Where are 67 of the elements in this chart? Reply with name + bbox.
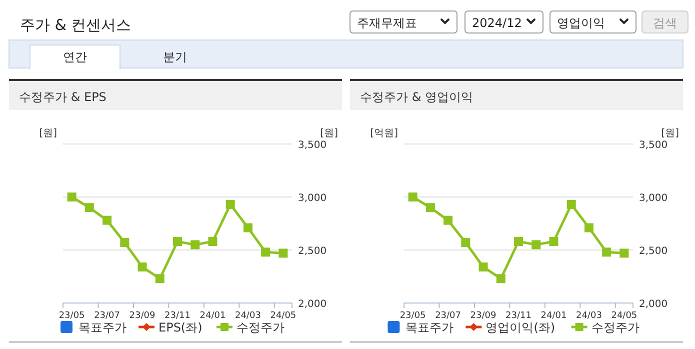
x-tick-label: 23/07 — [94, 311, 120, 321]
point — [173, 237, 182, 246]
x-tick-label: 23/09 — [129, 311, 156, 321]
legend-label: 목표주가 — [78, 320, 126, 334]
text: 주가 & 컨센서스 — [20, 16, 132, 34]
point — [120, 238, 130, 248]
text: 주재무제표 — [357, 16, 417, 30]
text: 연간 — [63, 50, 87, 64]
x-tick-label: 23/05 — [400, 311, 426, 321]
x-tick-label: 23/11 — [164, 311, 190, 321]
point — [208, 237, 218, 246]
point — [478, 262, 488, 272]
x-tick-label: 24/05 — [611, 311, 638, 321]
x-tick-label: 24/03 — [234, 311, 261, 321]
y2-axis-title: [원] — [661, 128, 680, 139]
y-axis-title: [억원] — [370, 128, 398, 139]
y2-tick-label: 3,000 — [298, 193, 327, 204]
point — [532, 240, 541, 250]
x-tick-label: 23/09 — [470, 311, 497, 321]
point — [155, 274, 164, 284]
x-tick-label: 24/03 — [576, 311, 602, 321]
point — [461, 238, 470, 248]
text: 영업이익 — [557, 16, 605, 30]
y-axis-title: [원] — [39, 128, 58, 139]
x-tick-label: 23/11 — [506, 311, 532, 321]
x-tick-label: 24/01 — [540, 311, 567, 321]
point — [566, 200, 576, 209]
y2-tick-label: 2,000 — [298, 299, 327, 310]
y2-tick-label: 2,500 — [639, 246, 668, 257]
text: 분기 — [163, 50, 187, 64]
legend-label: 수정주가 — [236, 320, 284, 334]
chart-title: 수정주가 & EPS — [19, 90, 106, 104]
x-tick-label: 23/05 — [58, 311, 85, 321]
point — [138, 262, 147, 272]
legend-label: EPS(좌) — [158, 320, 202, 334]
y2-axis-title: [원] — [320, 128, 338, 139]
point — [84, 203, 94, 212]
point — [243, 223, 252, 232]
point — [190, 240, 200, 250]
point — [602, 248, 612, 257]
point — [278, 248, 288, 258]
point — [426, 203, 435, 212]
point — [620, 248, 629, 258]
point — [444, 216, 453, 225]
legend-label: 수정주가 — [591, 320, 640, 334]
text: 검색 — [653, 16, 677, 30]
point — [496, 274, 506, 284]
point — [261, 248, 270, 257]
y2-tick-label: 2,500 — [298, 246, 327, 257]
y2-tick-label: 2,000 — [639, 299, 668, 310]
point — [584, 223, 594, 232]
y2-tick-label: 3,500 — [639, 140, 668, 151]
y2-tick-label: 3,500 — [298, 140, 327, 151]
point — [408, 192, 418, 202]
point — [102, 216, 112, 225]
legend-label: 목표주가 — [406, 320, 454, 334]
point — [514, 237, 523, 246]
x-tick-label: 24/05 — [270, 311, 296, 321]
chart-title: 수정주가 & 영업이익 — [360, 90, 473, 104]
point — [226, 200, 235, 209]
legend-label: 영업이익(좌) — [486, 320, 556, 334]
text: 2024/12 — [472, 16, 522, 30]
x-tick-label: 23/07 — [435, 311, 462, 321]
y2-tick-label: 3,000 — [639, 193, 668, 204]
point — [549, 237, 558, 246]
point — [67, 192, 76, 202]
x-tick-label: 24/01 — [200, 311, 226, 321]
